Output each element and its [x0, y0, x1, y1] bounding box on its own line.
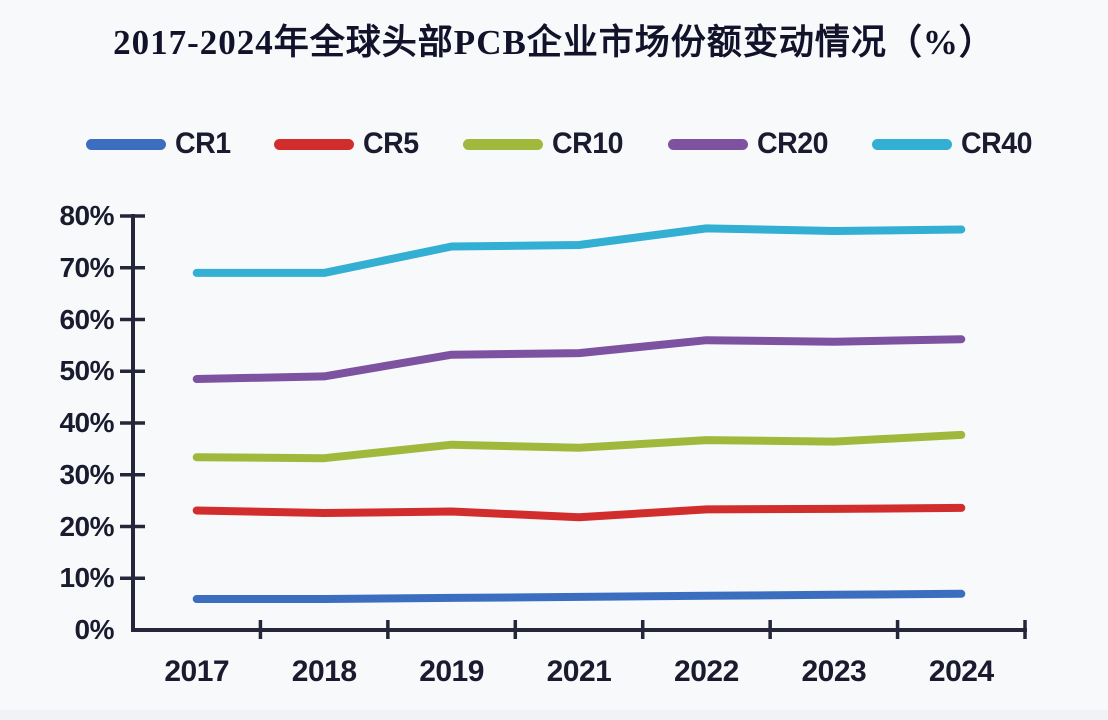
x-tick-label-2017: 2017	[164, 655, 230, 688]
legend-swatch-cr5	[274, 138, 355, 150]
series-line-cr5	[192, 503, 966, 522]
legend-item-cr10: CR10	[462, 127, 627, 161]
legend-label-cr10: CR10	[551, 127, 623, 160]
series-line-cr40	[192, 224, 966, 277]
legend-swatch-cr1	[86, 138, 166, 150]
series-line-cr1	[192, 589, 966, 603]
legend-swatch-cr40	[872, 138, 953, 150]
chart-title: 2017-2024年全球头部PCB企业市场份额变动情况（%）	[113, 23, 995, 62]
y-tick-label-50pct: 50%	[59, 355, 114, 387]
y-tick-label-30pct: 30%	[59, 458, 114, 490]
bottom-strip	[0, 710, 1108, 720]
legend-item-cr1: CR1	[86, 127, 234, 161]
y-tick-label-20pct: 20%	[59, 510, 114, 542]
legend-item-cr20: CR20	[667, 127, 832, 161]
legend-swatch-cr20	[667, 138, 748, 150]
y-tick-label-60pct: 60%	[59, 303, 114, 335]
legend-label-cr20: CR20	[756, 127, 828, 160]
legend-label-cr5: CR5	[363, 127, 420, 160]
x-tick-label-2024: 2024	[928, 655, 994, 688]
series-line-cr10	[192, 430, 966, 463]
x-tick-label-2019: 2019	[419, 655, 484, 688]
x-tick-label-2023: 2023	[801, 655, 867, 688]
series-line-cr20	[192, 335, 966, 383]
y-tick-label-10pct: 10%	[59, 562, 114, 594]
legend-item-cr40: CR40	[872, 127, 1036, 161]
legend-label-cr1: CR1	[175, 127, 231, 160]
legend-label-cr40: CR40	[961, 127, 1033, 160]
y-tick-label-80pct: 80%	[59, 200, 114, 231]
y-tick-label-0pct: 0%	[74, 614, 115, 645]
axis-frame	[131, 214, 1027, 632]
legend-item-cr5: CR5	[274, 127, 422, 161]
legend-swatch-cr10	[462, 138, 543, 150]
x-tick-label-2018: 2018	[291, 655, 357, 688]
y-tick-label-40pct: 40%	[59, 407, 114, 438]
legend: CR1 CR5 CR10 CR20 CR40	[86, 127, 1036, 161]
x-tick-label-2021: 2021	[546, 655, 612, 688]
y-tick-label-70pct: 70%	[59, 251, 114, 283]
x-tick-label-2022: 2022	[674, 655, 739, 688]
